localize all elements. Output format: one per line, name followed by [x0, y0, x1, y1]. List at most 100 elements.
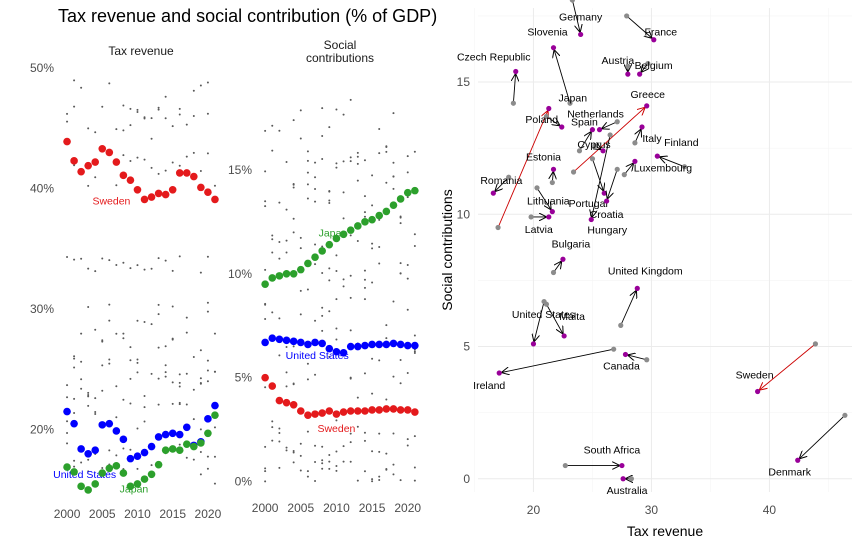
point-united-states: [147, 442, 156, 451]
point-sweden: [168, 185, 177, 194]
other-country-dot: [264, 480, 267, 483]
point-japan: [339, 230, 348, 239]
other-country-dot: [185, 316, 188, 319]
other-country-dot: [171, 269, 174, 272]
other-country-dot: [264, 302, 267, 305]
arrow-romania: [495, 176, 509, 191]
other-country-dot: [406, 171, 409, 174]
other-country-dot: [306, 288, 309, 291]
other-country-dot: [278, 129, 281, 132]
end-point-czech-republic: [513, 68, 519, 75]
other-country-dot: [143, 420, 146, 423]
other-country-dot: [278, 427, 281, 430]
other-country-dot: [328, 467, 331, 470]
other-country-dot: [363, 159, 366, 162]
other-country-dot: [150, 323, 153, 326]
other-country-dot: [371, 242, 374, 245]
other-country-dot: [314, 187, 317, 190]
point-sweden: [396, 406, 405, 414]
end-point-spain: [589, 127, 596, 133]
other-country-dot: [342, 460, 345, 463]
arrow-finland: [660, 157, 685, 168]
other-country-dot: [385, 452, 388, 455]
other-country-dot: [171, 402, 174, 405]
point-japan: [70, 468, 78, 476]
x-tick-label: 2005: [287, 501, 314, 515]
end-point-slovenia: [550, 45, 557, 51]
other-country-dot: [115, 263, 118, 266]
other-country-dot: [328, 126, 331, 129]
other-country-dot: [206, 455, 209, 458]
point-sweden: [382, 405, 391, 413]
other-country-dot: [192, 458, 195, 461]
point-united-states: [375, 340, 384, 349]
point-japan: [403, 188, 412, 197]
other-country-dot: [87, 393, 90, 396]
arrow-united-states: [534, 301, 545, 341]
other-country-dot: [271, 238, 274, 241]
other-country-dot: [363, 470, 366, 473]
other-country-dot: [335, 338, 338, 341]
tax-revenue-panel: Tax revenue 20% 30% 40% 50% 2000 2005 2010 2015 2…: [30, 44, 222, 521]
other-country-dot: [328, 199, 331, 202]
other-country-dot: [406, 371, 409, 374]
point-japan: [63, 463, 71, 471]
end-point-denmark: [795, 457, 801, 463]
other-country-dot: [136, 361, 139, 364]
other-country-dot: [80, 461, 83, 464]
point-japan: [361, 218, 369, 226]
other-country-dot: [328, 460, 331, 463]
other-country-dot: [115, 416, 118, 419]
figure-title: Tax revenue and social contribution (% o…: [58, 6, 438, 26]
other-country-dot: [321, 459, 324, 462]
start-point-luxembourg: [621, 172, 627, 178]
other-country-dot: [73, 465, 76, 468]
end-point-finland: [654, 153, 660, 159]
other-country-dot: [292, 186, 295, 189]
label-portugal: Portugal: [569, 198, 608, 210]
point-japan: [382, 207, 391, 216]
other-country-dot: [299, 442, 302, 445]
other-country-dot: [87, 391, 90, 394]
x-tick-label: 30: [645, 503, 659, 517]
point-united-states: [154, 433, 163, 441]
point-japan: [396, 195, 405, 203]
point-united-states: [382, 340, 391, 349]
label-japan: Japan: [558, 93, 587, 105]
arrow-netherlands: [602, 121, 618, 129]
other-country-dot: [321, 329, 324, 332]
point-sweden: [112, 158, 121, 166]
other-country-dot: [73, 397, 76, 400]
other-country-dot: [413, 233, 416, 236]
other-country-dot: [87, 458, 90, 461]
point-sweden: [368, 406, 376, 414]
other-country-dot: [335, 469, 338, 472]
other-country-dot: [66, 396, 69, 399]
point-sweden: [275, 396, 284, 405]
other-country-dot: [335, 254, 338, 257]
other-country-dot: [278, 201, 281, 204]
arrow-spain: [579, 132, 590, 152]
other-country-dot: [363, 372, 366, 375]
other-country-dot: [66, 432, 69, 435]
other-country-dot: [349, 274, 352, 277]
start-point-romania: [506, 174, 512, 180]
point-united-states: [84, 450, 92, 458]
other-country-dot: [399, 216, 402, 219]
other-country-dot: [335, 269, 338, 272]
other-country-dot: [80, 360, 83, 363]
end-point-united-states: [530, 341, 537, 347]
point-sweden: [119, 171, 128, 180]
other-country-dot: [356, 240, 359, 243]
point-japan: [211, 411, 219, 420]
other-country-dot: [108, 358, 111, 361]
other-country-dot: [321, 157, 324, 160]
point-japan: [105, 464, 114, 473]
other-country-dot: [178, 443, 181, 446]
other-country-dot: [349, 296, 352, 299]
series-label-united-states: United States: [286, 350, 349, 362]
other-country-dot: [80, 257, 83, 260]
label-greece: Greece: [630, 89, 665, 101]
other-country-dot: [66, 420, 69, 423]
